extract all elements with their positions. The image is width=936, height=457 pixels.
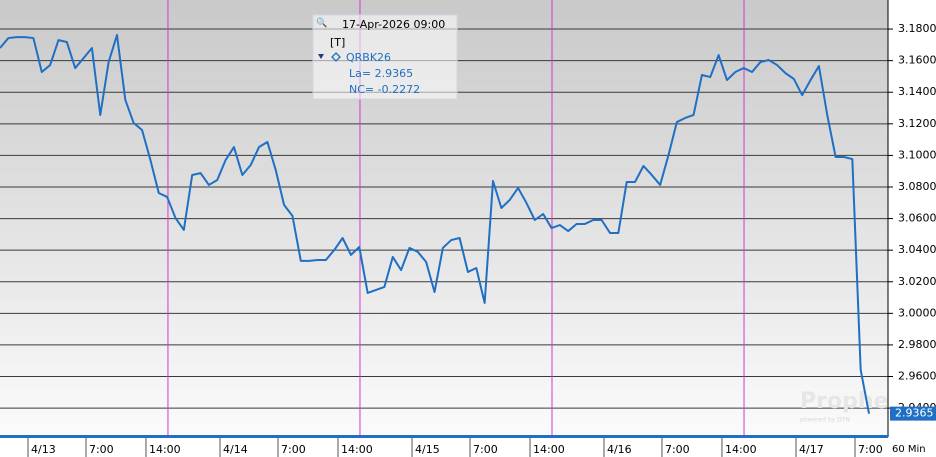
watermark-sub: powered by DTN xyxy=(800,417,850,424)
x-tick-label: 14:00 xyxy=(725,443,757,456)
y-tick-label: 3.0000 xyxy=(898,306,936,319)
y-tick-label: 3.1800 xyxy=(898,22,936,35)
price-line xyxy=(0,34,871,414)
x-axis-area xyxy=(0,438,888,457)
tooltip: 🔍 17-Apr-2026 09:00 [T] QRBK26 La= 2.936… xyxy=(312,14,458,100)
y-tick-label: 2.9800 xyxy=(898,338,936,351)
interval-label: 60 Min xyxy=(892,444,926,455)
x-tick-label: 14:00 xyxy=(149,443,181,456)
tooltip-box xyxy=(312,14,458,100)
y-tick-label: 3.0600 xyxy=(898,212,936,225)
zoom-icon: 🔍 xyxy=(316,17,327,29)
y-tick-label: 3.0200 xyxy=(898,275,936,288)
tooltip-symbol: QRBK26 xyxy=(346,51,391,64)
tooltip-last: La= 2.9365 xyxy=(349,67,413,80)
x-axis-bar xyxy=(0,435,888,438)
tooltip-net-change: NC= -0.2272 xyxy=(349,83,420,96)
tooltip-tag: [T] xyxy=(330,36,345,49)
x-tick-label: 4/16 xyxy=(607,443,632,456)
x-tick-label: 14:00 xyxy=(341,443,373,456)
x-tick-label: 4/13 xyxy=(31,443,56,456)
last-value-box xyxy=(890,406,936,421)
x-tick-label: 4/15 xyxy=(415,443,440,456)
x-tick-label: 7:00 xyxy=(665,443,690,456)
y-tick-label: 3.1200 xyxy=(898,117,936,130)
y-tick-label: 3.1000 xyxy=(898,148,936,161)
x-tick-label: 7:00 xyxy=(858,443,883,456)
y-axis-area xyxy=(888,0,936,457)
x-tick-label: 4/17 xyxy=(799,443,824,456)
x-tick-label: 14:00 xyxy=(533,443,565,456)
last-value-label: 2.9365 xyxy=(895,407,934,420)
y-tick-label: 3.1600 xyxy=(898,54,936,67)
x-tick-label: 7:00 xyxy=(89,443,114,456)
x-tick-label: 7:00 xyxy=(281,443,306,456)
diamond-icon xyxy=(331,52,341,62)
x-tick-label: 4/14 xyxy=(223,443,248,456)
y-tick-label: 3.1400 xyxy=(898,85,936,98)
x-tick-label: 7:00 xyxy=(473,443,498,456)
y-tick-label: 2.9600 xyxy=(898,370,936,383)
y-tick-label: 3.0800 xyxy=(898,180,936,193)
tooltip-time: 17-Apr-2026 09:00 xyxy=(342,18,445,31)
collapse-icon xyxy=(318,54,324,59)
y-tick-label: 3.0400 xyxy=(898,243,936,256)
